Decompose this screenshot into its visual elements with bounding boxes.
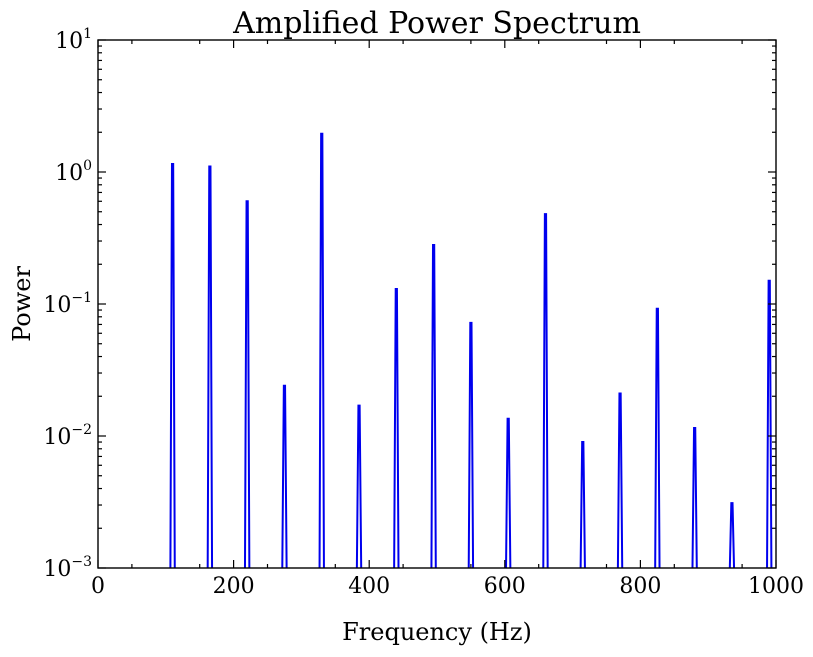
y-axis-label: Power [8,266,36,342]
x-tick-label-3: 600 [484,574,526,599]
spectrum-peak-12 [616,392,624,568]
y-tick-label-1: 100 [55,158,92,186]
x-tick-label-0: 0 [91,574,105,599]
spectrum-peak-9 [505,417,512,568]
x-tick-label-1: 200 [213,574,255,599]
y-tick-label-4: 10−3 [43,554,92,582]
spectrum-peak-6 [393,287,400,568]
spectrum-peak-13 [654,307,661,568]
x-axis-label: Frequency (Hz) [342,618,532,646]
axis-tick-labels: 0 200 400 600 800 1000 101 100 10−1 10−2 10−3 [43,26,804,599]
x-tick-label-4: 800 [619,574,661,599]
axis-ticks [97,39,777,569]
y-tick-label-2: 10−1 [43,290,92,318]
spectrum-peak-8 [467,321,475,568]
spectrum-peak-7 [430,243,437,568]
spectrum-peak-2 [243,200,251,568]
y-tick-label-0: 101 [55,26,92,54]
x-tick-label-2: 400 [348,574,390,599]
chart-title: Amplified Power Spectrum [232,6,641,41]
spectrum-peak-14 [691,426,698,568]
spectrum-peak-16 [766,279,773,568]
spectrum-peak-15 [728,502,736,568]
spectrum-peak-10 [542,213,549,568]
spectrum-peak-11 [579,441,586,568]
spectrum-peak-1 [206,165,214,568]
plot-frame [97,39,777,569]
spectrum-peak-0 [169,162,176,568]
spectrum-peak-5 [355,404,363,568]
spectrum-peak-3 [281,384,288,568]
spectrum-series [169,132,773,568]
spectrum-peak-4 [318,132,325,568]
x-tick-label-5: 1000 [748,574,804,599]
y-tick-label-3: 10−2 [43,422,92,450]
